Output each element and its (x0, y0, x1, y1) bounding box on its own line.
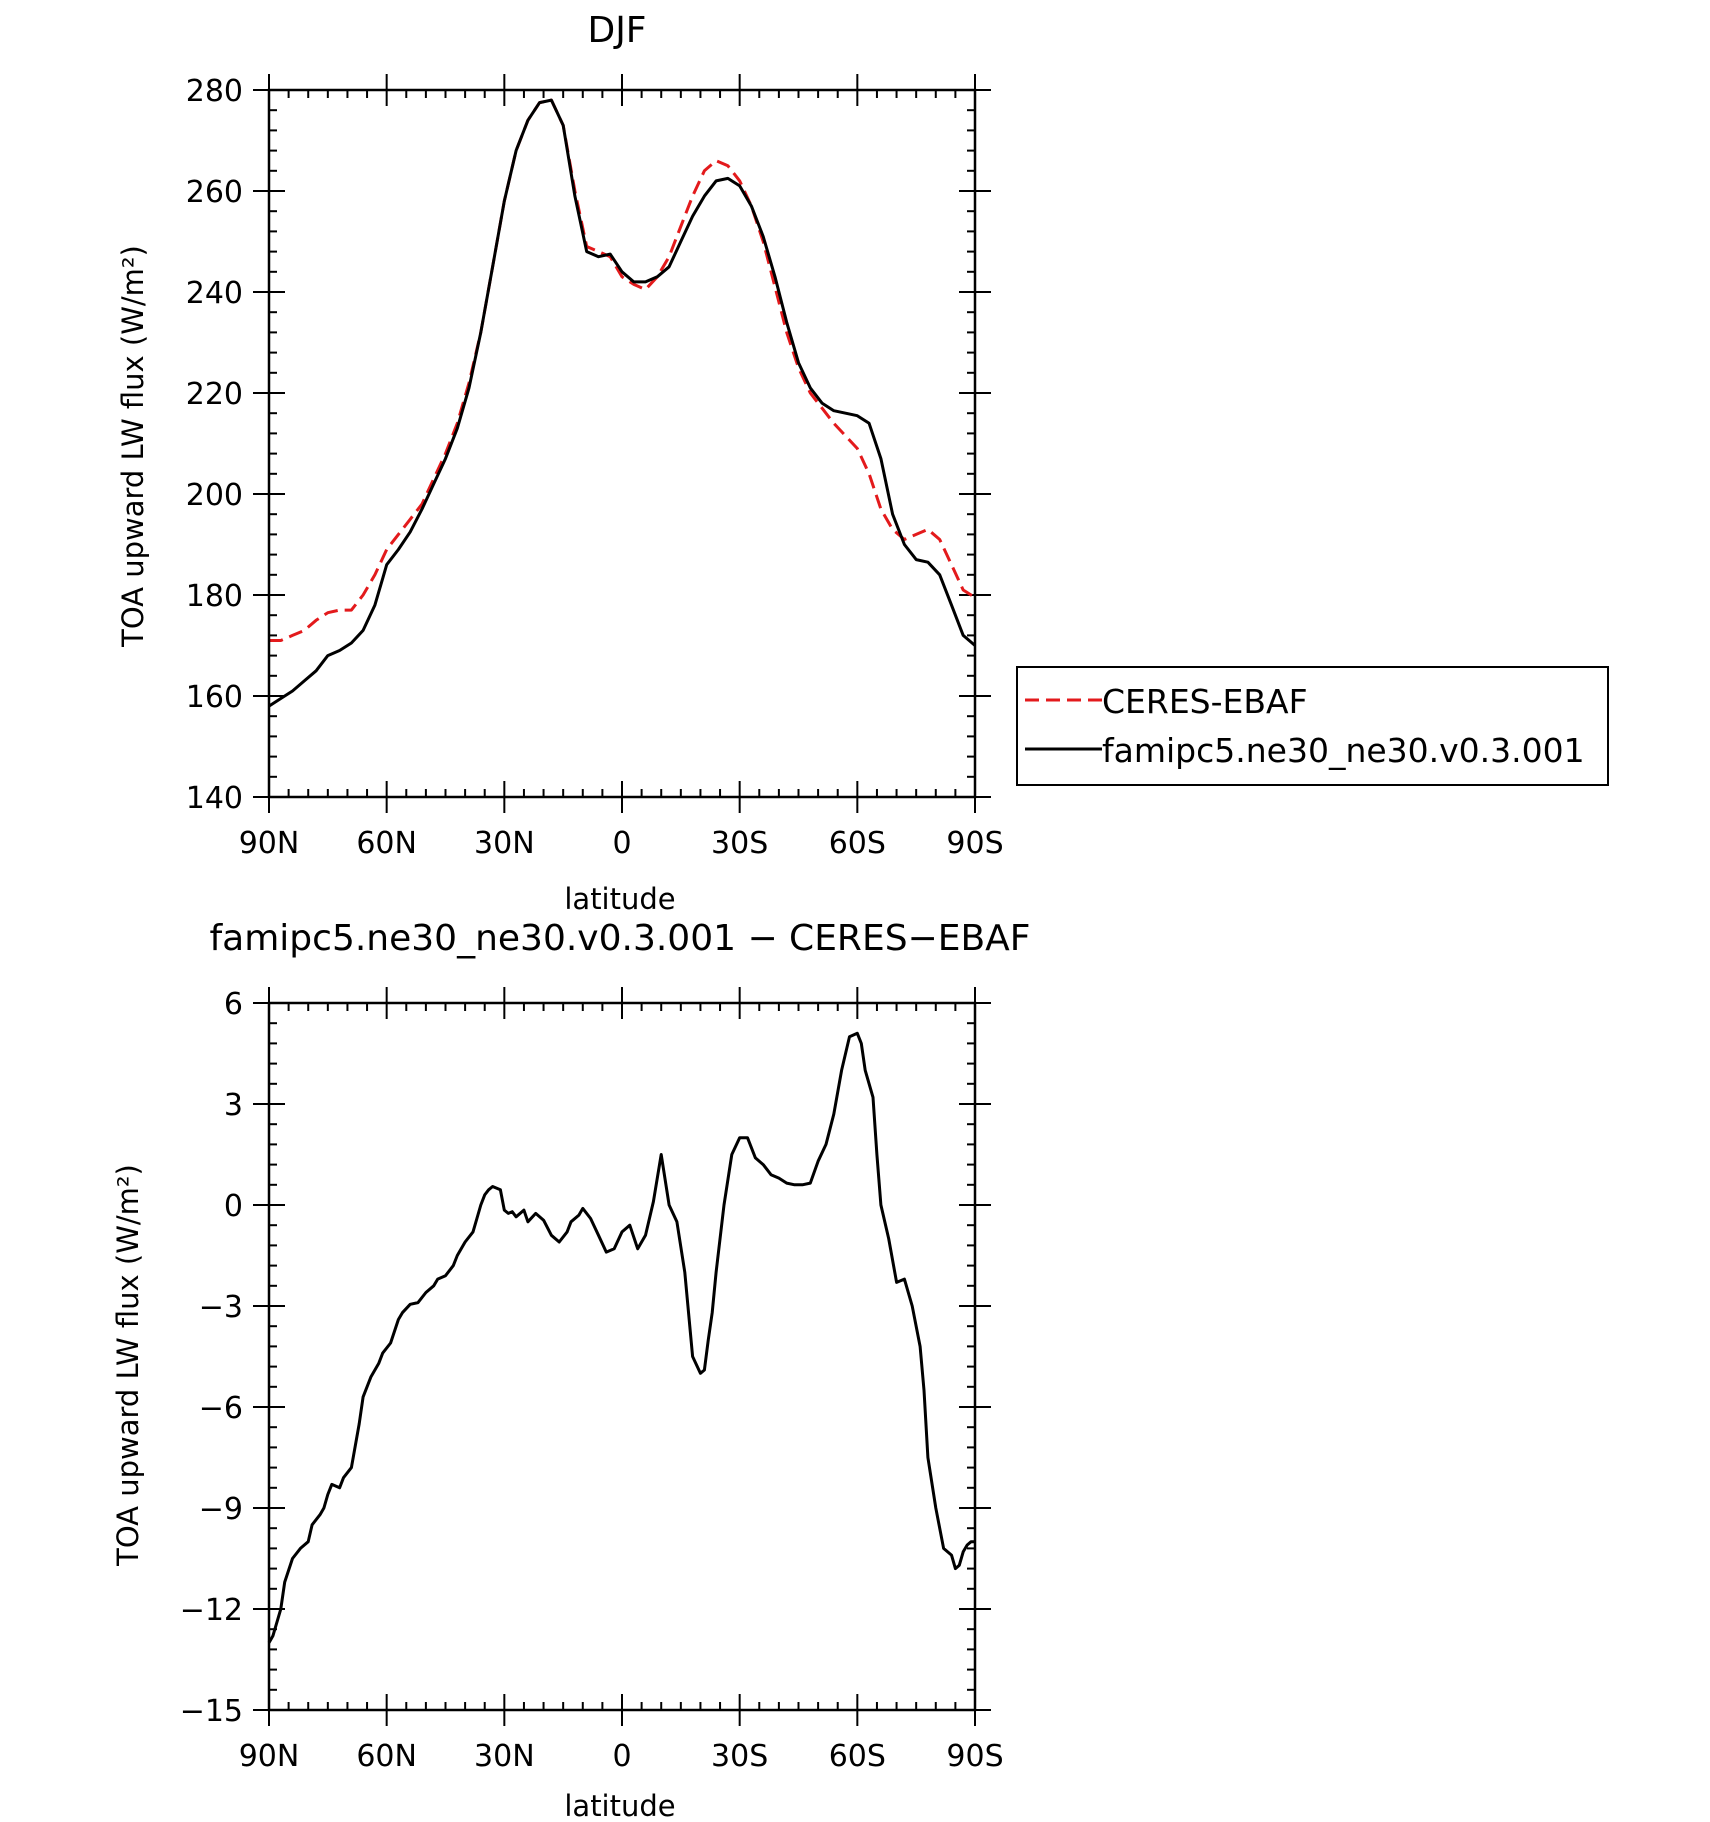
bottom-chart-tick-labels: 90N 60N 30N 0 30S 60S 90S −15 −12 −9 −6 −3 0 3 6 (180, 987, 1004, 1774)
bottom-chart-y-tick-label: 6 (224, 987, 243, 1022)
top-chart-plot-frame (267, 88, 977, 799)
top-chart-series-line-0 (269, 98, 976, 642)
top-chart-x-tick-label: 30N (474, 826, 535, 861)
top-chart-y-tick-label: 220 (186, 377, 243, 412)
top-chart-legend: CERES-EBAF famipc5.ne30_ne30.v0.3.001 (1016, 666, 1609, 786)
top-chart-series (268, 98, 976, 708)
bottom-chart-y-tick-label: −9 (199, 1492, 243, 1527)
top-chart-y-tick-label: 140 (186, 781, 243, 816)
top-chart-x-tick-label: 30S (711, 826, 768, 861)
top-chart-y-tick-label: 160 (186, 680, 243, 715)
bottom-chart-y-axis-label: TOA upward LW flux (W/m²) (111, 1164, 145, 1567)
bottom-chart-x-tick-label: 0 (612, 1739, 631, 1774)
legend-label-ceres-ebaf: CERES-EBAF (1102, 682, 1308, 721)
bottom-chart-series (267, 1031, 975, 1644)
top-chart-x-tick-label: 90S (946, 826, 1003, 861)
bottom-chart-ticks (253, 987, 991, 1726)
top-chart-x-tick-label: 60S (829, 826, 886, 861)
top-chart-panel: DJF 90N 60N 30N 0 30S 60S 90S 140 160 180 200 220 24… (116, 10, 1609, 916)
bottom-chart-y-tick-label: −12 (180, 1593, 243, 1628)
bottom-chart-x-tick-label: 90N (239, 1739, 300, 1774)
top-chart-x-tick-label: 0 (612, 826, 631, 861)
bottom-chart-y-tick-label: 0 (224, 1189, 243, 1224)
bottom-chart-x-tick-label: 60S (829, 1739, 886, 1774)
top-chart-y-tick-label: 260 (186, 175, 243, 210)
top-chart-y-axis-label: TOA upward LW flux (W/m²) (116, 245, 150, 648)
bottom-chart-y-tick-label: −6 (199, 1391, 243, 1426)
top-chart-x-tick-label: 90N (239, 826, 300, 861)
top-chart-y-tick-label: 200 (186, 478, 243, 513)
bottom-chart-x-tick-label: 90S (946, 1739, 1003, 1774)
bottom-chart-x-axis-label: latitude (564, 1789, 675, 1822)
top-chart-y-tick-label: 180 (186, 579, 243, 614)
bottom-chart-x-tick-label: 30N (474, 1739, 535, 1774)
bottom-chart-y-tick-label: 3 (224, 1088, 243, 1123)
top-chart-title: DJF (587, 10, 646, 51)
top-chart-y-tick-label: 240 (186, 276, 243, 311)
top-chart-tick-labels: 90N 60N 30N 0 30S 60S 90S 140 160 180 200 220 240 260… (186, 74, 1004, 861)
bottom-chart-x-tick-label: 60N (356, 1739, 417, 1774)
bottom-chart-series-line-0 (267, 1031, 975, 1644)
bottom-chart-title: famipc5.ne30_ne30.v0.3.001 − CERES−EBAF (210, 918, 1031, 959)
top-chart-y-tick-label: 280 (186, 74, 243, 109)
top-chart-x-axis-label: latitude (564, 882, 675, 916)
bottom-chart-panel: famipc5.ne30_ne30.v0.3.001 − CERES−EBAF … (111, 918, 1031, 1822)
legend-label-model: famipc5.ne30_ne30.v0.3.001 (1102, 731, 1585, 770)
bottom-chart-y-tick-label: −3 (199, 1290, 243, 1325)
top-chart-ticks (253, 74, 991, 813)
bottom-chart-y-tick-label: −15 (180, 1694, 243, 1729)
top-chart-series-line-1 (268, 98, 976, 708)
bottom-chart-plot-frame (267, 1001, 977, 1712)
bottom-chart-x-tick-label: 30S (711, 1739, 768, 1774)
top-chart-x-tick-label: 60N (356, 826, 417, 861)
legend-box (1016, 666, 1609, 786)
